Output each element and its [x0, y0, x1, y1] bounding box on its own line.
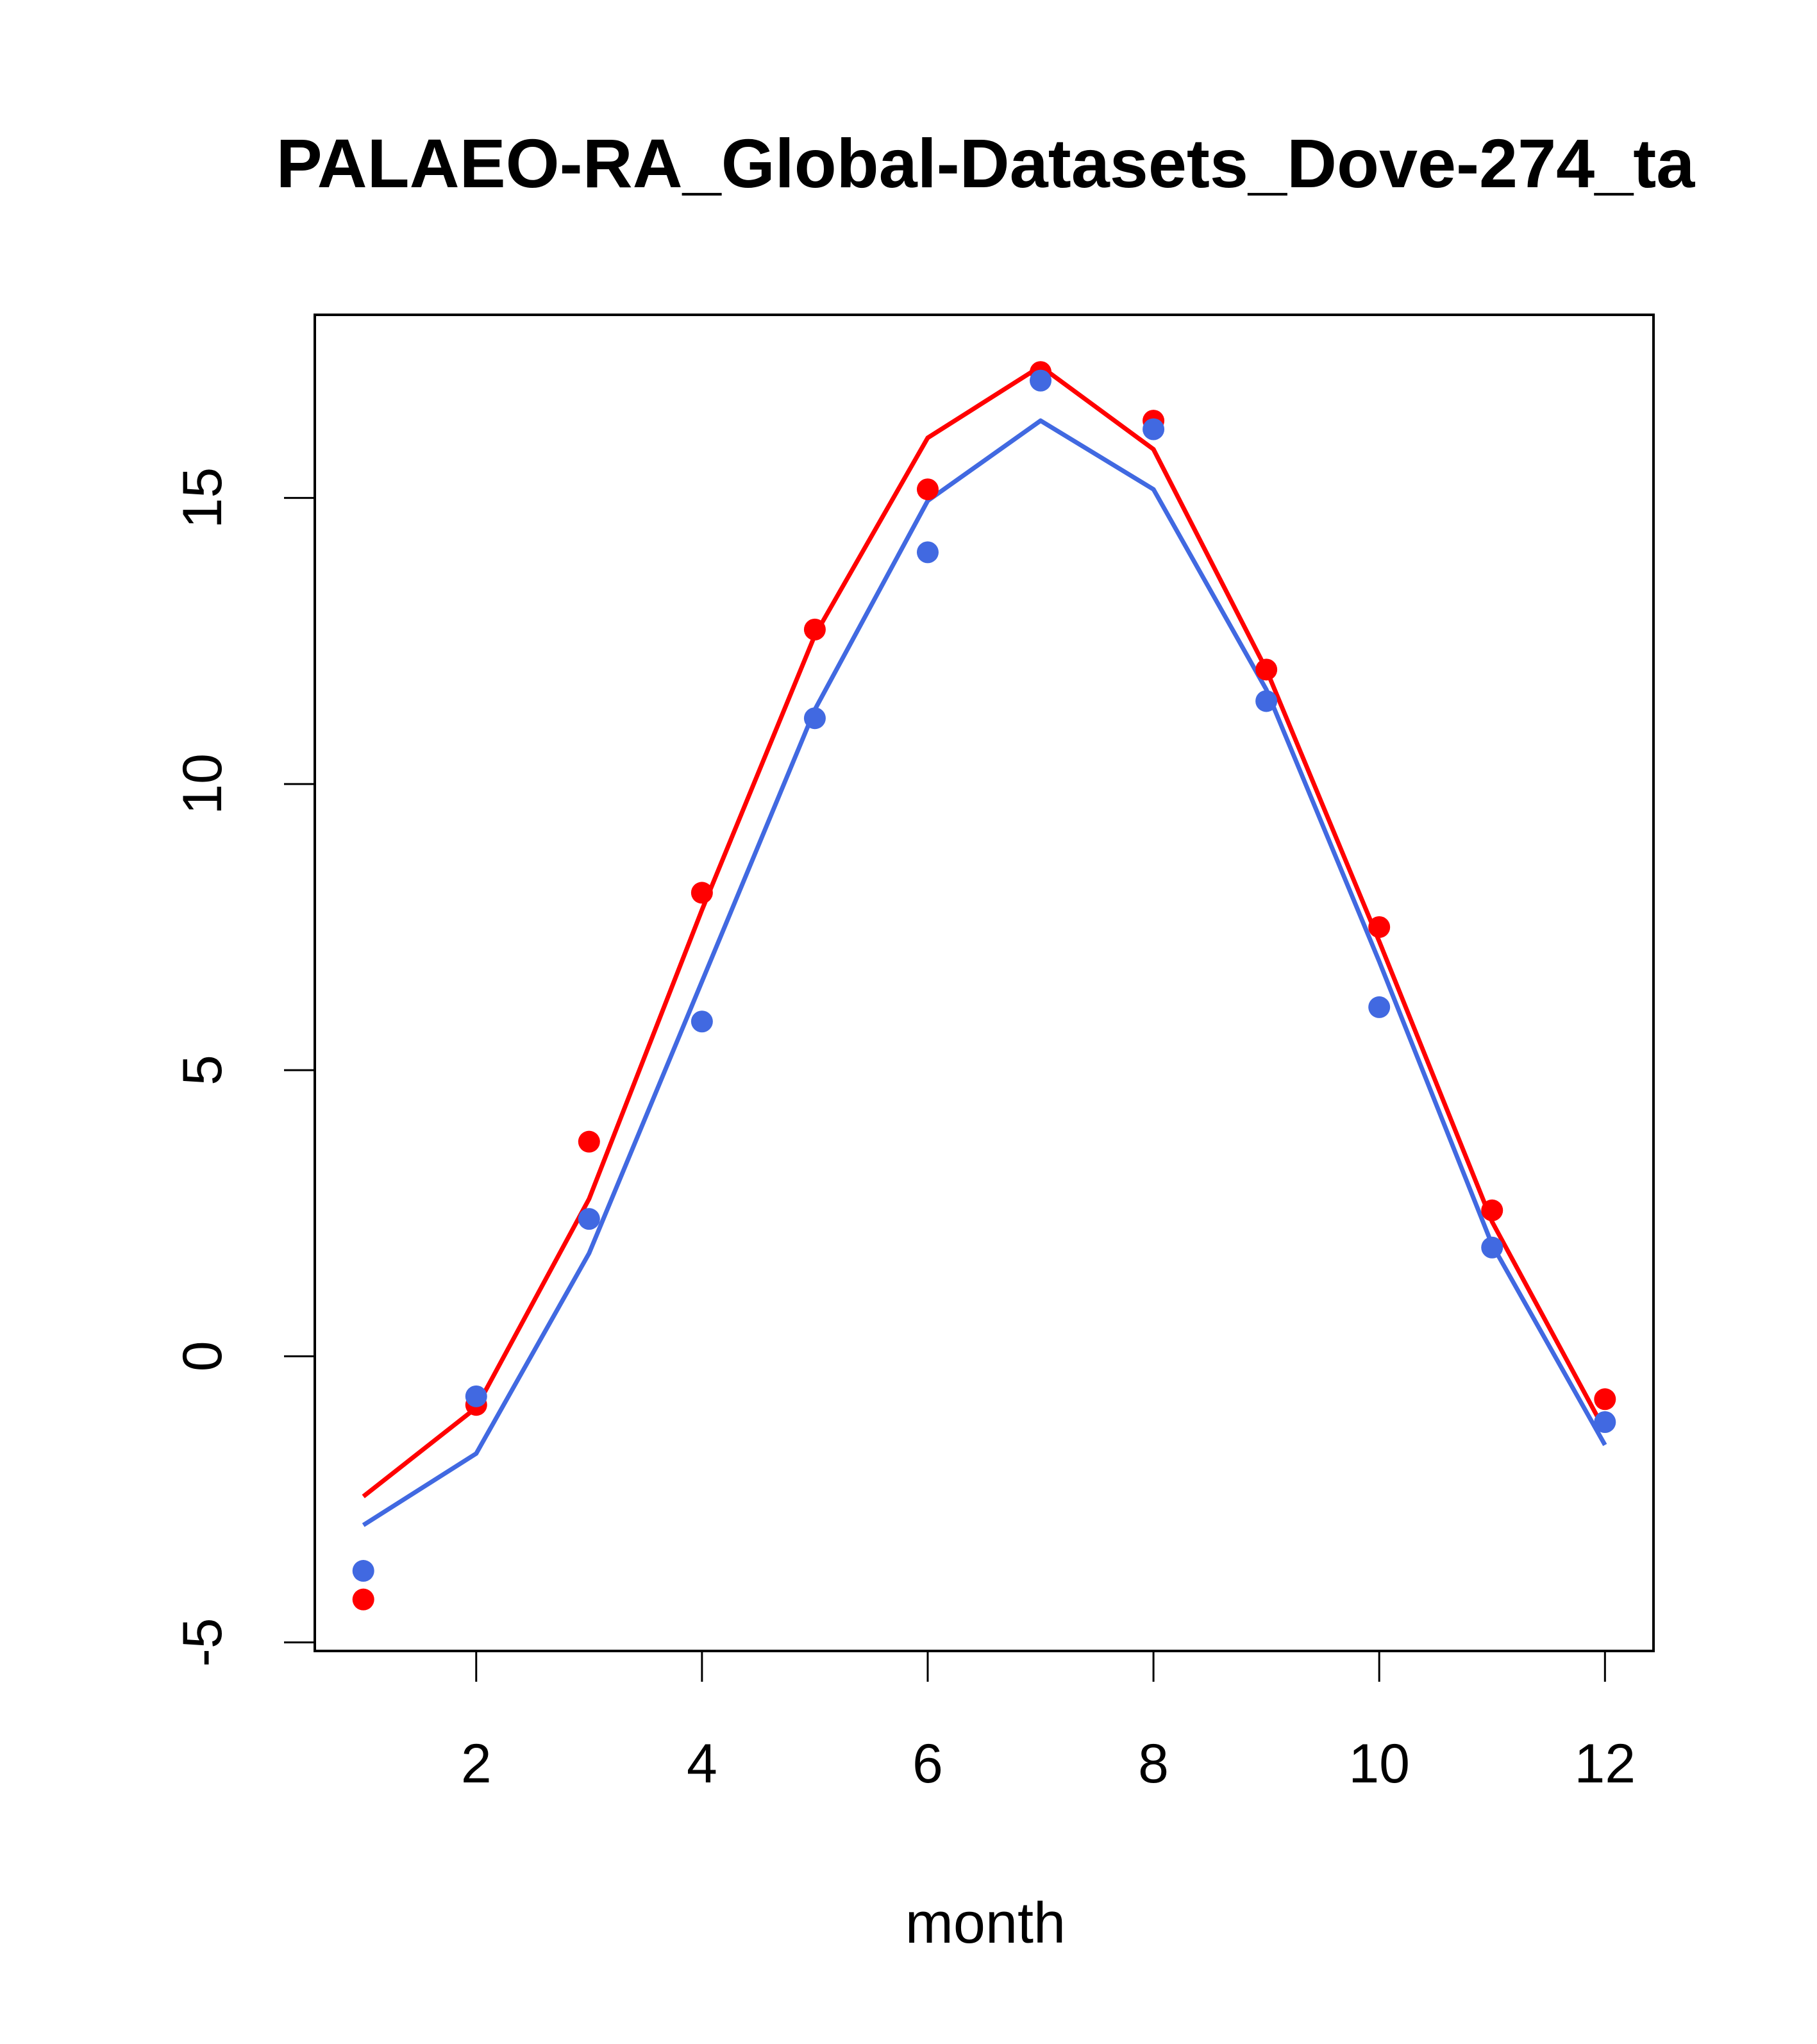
- series-layer: [352, 361, 1616, 1611]
- x-tick-label: 10: [1348, 1733, 1410, 1795]
- series-line-1: [362, 418, 1607, 1527]
- data-point: [578, 1130, 600, 1153]
- chart-title: PALAEO-RA_Global-Datasets_Dove-274_ta: [276, 124, 1696, 202]
- x-tick-label: 6: [912, 1733, 943, 1795]
- data-point: [803, 618, 826, 641]
- data-point: [1255, 658, 1278, 681]
- data-point: [1594, 1388, 1616, 1411]
- data-point: [1368, 916, 1391, 938]
- y-tick-label: 15: [172, 467, 233, 529]
- series-line-0: [362, 364, 1607, 1498]
- data-point: [465, 1385, 487, 1407]
- data-point: [691, 1010, 713, 1033]
- x-tick-label: 8: [1138, 1733, 1169, 1795]
- data-point: [916, 478, 939, 501]
- data-point: [1368, 996, 1391, 1018]
- y-tick-label: 5: [172, 1055, 233, 1085]
- x-tick-label: 12: [1574, 1733, 1636, 1795]
- y-tick-label: 0: [172, 1341, 233, 1371]
- data-point: [916, 541, 939, 564]
- data-point: [1481, 1199, 1503, 1221]
- data-point: [691, 882, 713, 904]
- data-point: [1594, 1411, 1616, 1433]
- y-tick-label: -5: [172, 1618, 233, 1666]
- x-axis-label: month: [905, 1891, 1066, 1956]
- data-point: [803, 707, 826, 730]
- plot-frame: [314, 314, 1655, 1652]
- y-tick-label: 10: [172, 753, 233, 815]
- data-point: [352, 1560, 374, 1582]
- data-point: [1255, 690, 1278, 712]
- y-axis: -5 0 5 10 15: [172, 467, 316, 1667]
- data-point: [1143, 418, 1165, 440]
- data-point: [578, 1208, 600, 1230]
- x-tick-label: 2: [461, 1733, 492, 1795]
- x-axis: 2 4 6 8 10 12: [461, 1650, 1636, 1795]
- x-tick-label: 4: [687, 1733, 717, 1795]
- data-point: [1481, 1236, 1503, 1259]
- data-point: [352, 1588, 374, 1611]
- data-point: [1030, 369, 1052, 392]
